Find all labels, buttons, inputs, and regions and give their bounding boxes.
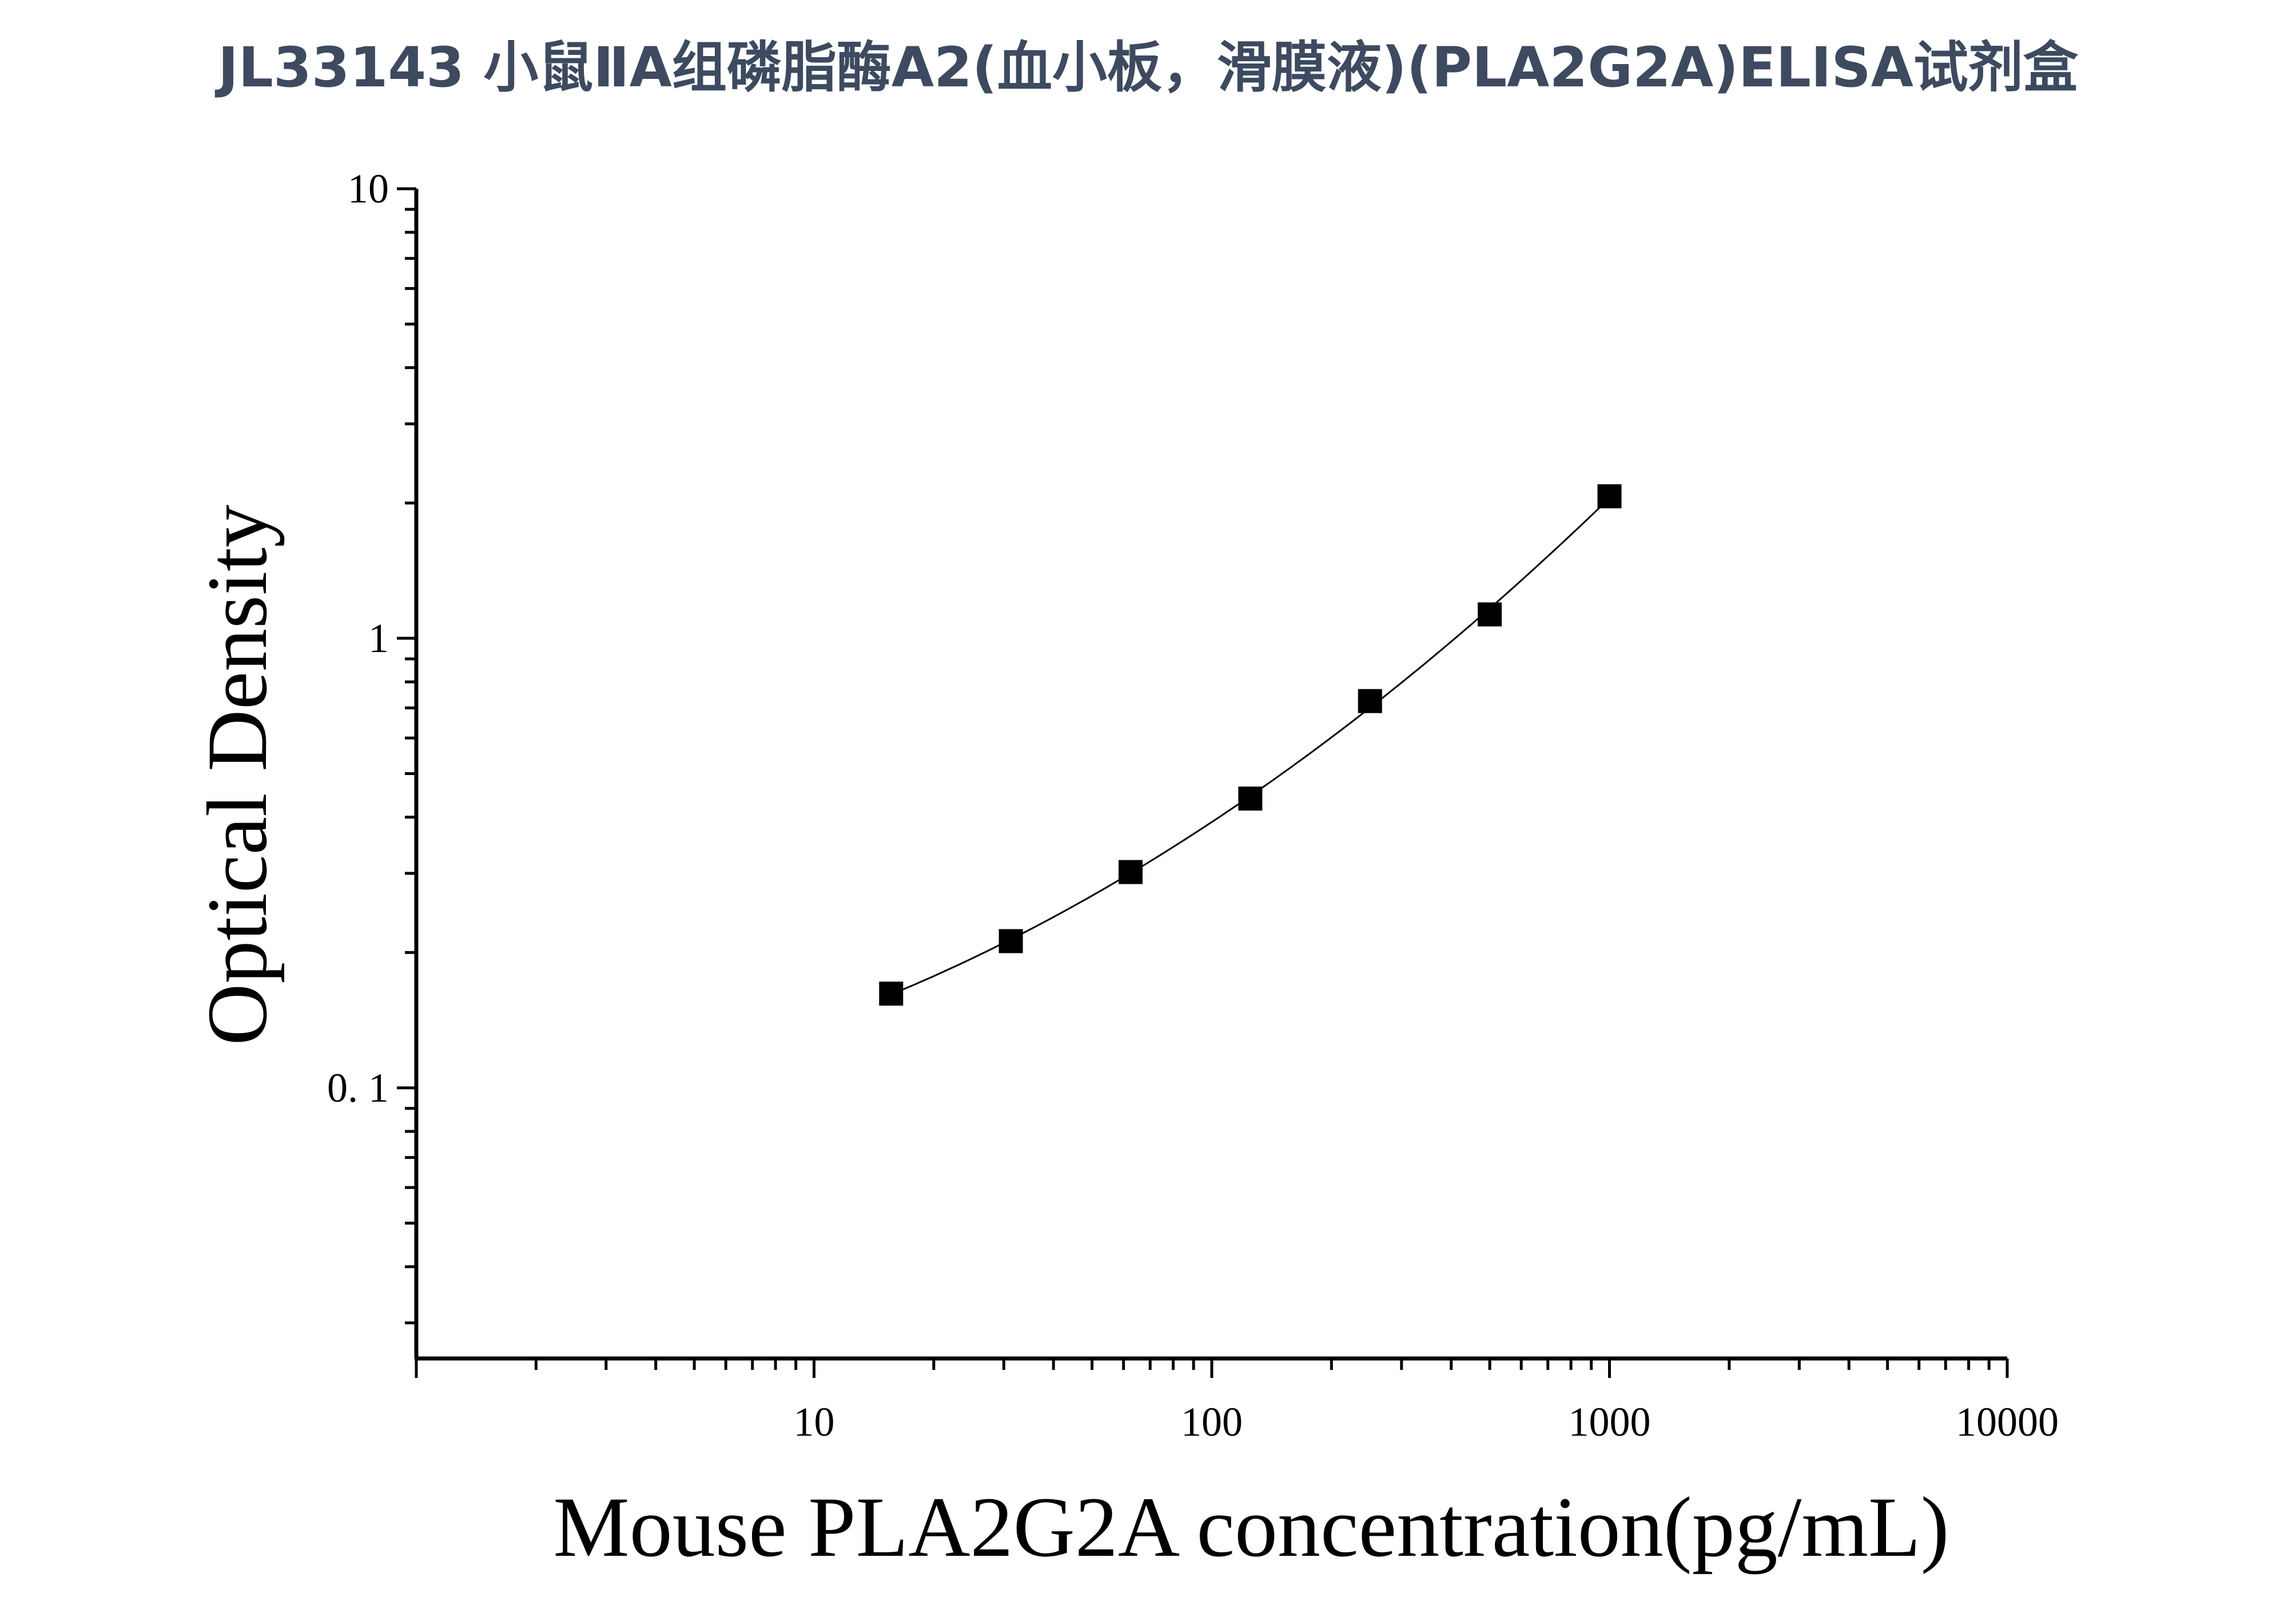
data-point [1597,484,1622,508]
y-tick-label: 0. 1 [327,1065,389,1111]
x-tick-label: 10 [794,1399,835,1445]
y-axis-title: Optical Density [190,504,285,1046]
page-title: JL33143 小鼠ⅡA组磷脂酶A2(血小板，滑膜液)(PLA2G2A)ELIS… [218,35,2078,100]
fit-curve [890,497,1610,995]
y-tick-label: 10 [348,166,389,212]
x-tick-label: 10000 [1956,1399,2059,1445]
plot-area: 0. 1 1 10 10 100 1000 10000 [327,166,2059,1445]
data-point [998,929,1023,954]
data-point [1238,786,1263,811]
data-point [1119,860,1143,884]
x-axis-title: Mouse PLA2G2A concentration(pg/mL) [553,1480,1949,1575]
data-point [1478,602,1502,627]
x-tick-label: 100 [1181,1399,1243,1445]
y-tick-label: 1 [368,615,389,661]
x-tick-label: 1000 [1569,1399,1651,1445]
data-point [879,982,904,1006]
data-point [1358,689,1382,713]
